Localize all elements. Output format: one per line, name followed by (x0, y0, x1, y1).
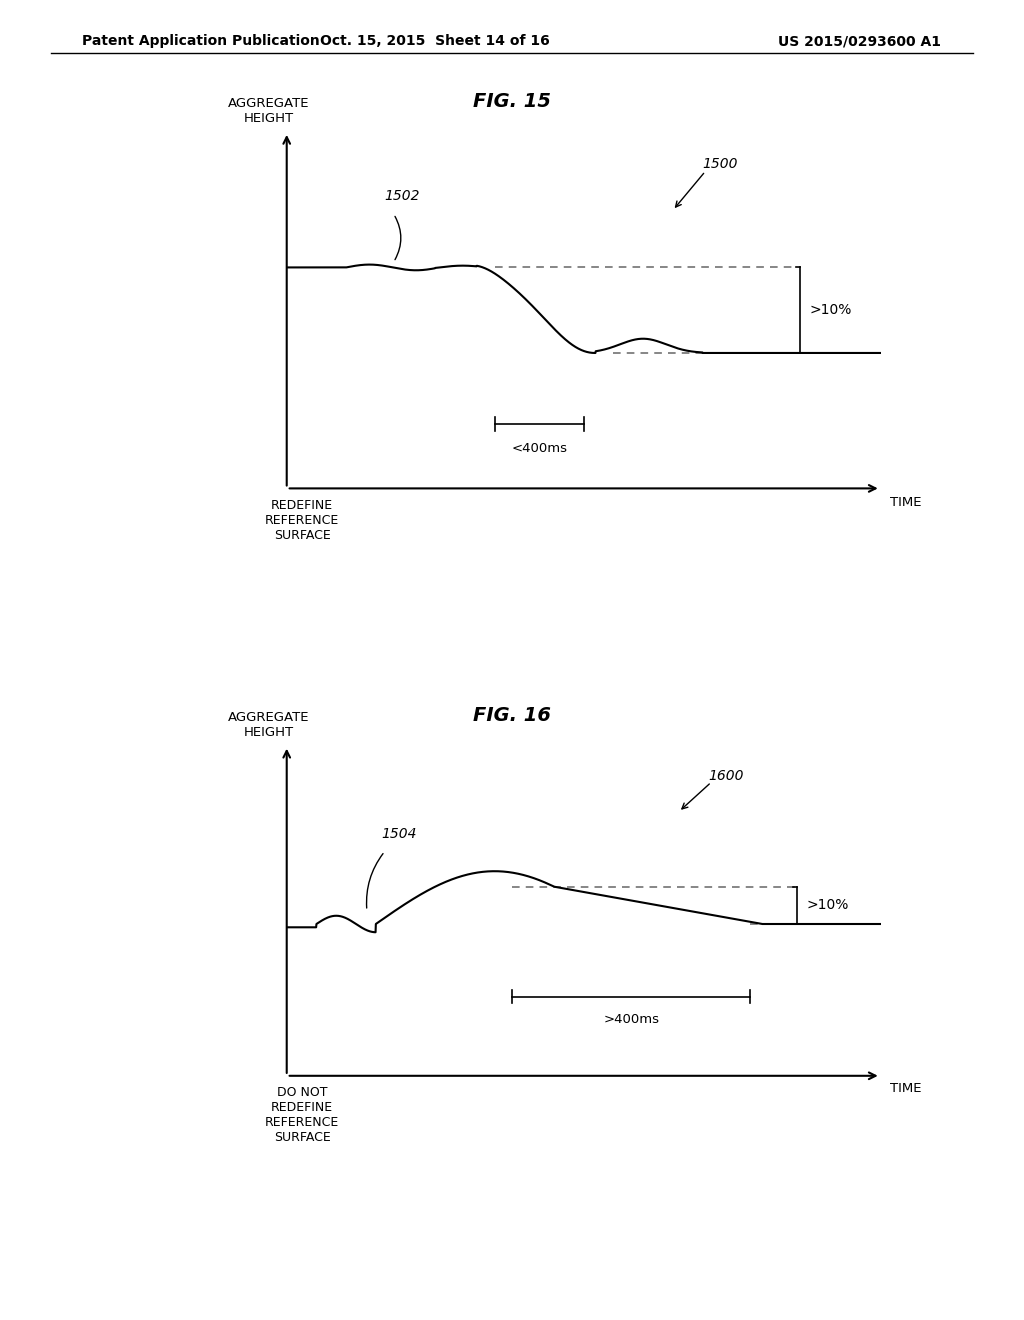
Text: >10%: >10% (809, 304, 852, 317)
Text: DO NOT
REDEFINE
REFERENCE
SURFACE: DO NOT REDEFINE REFERENCE SURFACE (265, 1086, 339, 1144)
Text: AGGREGATE
HEIGHT: AGGREGATE HEIGHT (228, 711, 309, 739)
Text: REDEFINE
REFERENCE
SURFACE: REDEFINE REFERENCE SURFACE (265, 499, 339, 543)
Text: <400ms: <400ms (511, 442, 567, 455)
Text: US 2015/0293600 A1: US 2015/0293600 A1 (778, 34, 941, 49)
Text: 1502: 1502 (385, 189, 420, 203)
Text: TIME: TIME (890, 496, 921, 510)
Text: FIG. 16: FIG. 16 (473, 706, 551, 725)
Text: FIG. 15: FIG. 15 (473, 92, 551, 111)
Text: Patent Application Publication: Patent Application Publication (82, 34, 319, 49)
Text: AGGREGATE
HEIGHT: AGGREGATE HEIGHT (228, 96, 309, 125)
Text: >400ms: >400ms (603, 1014, 659, 1026)
Text: Oct. 15, 2015  Sheet 14 of 16: Oct. 15, 2015 Sheet 14 of 16 (321, 34, 550, 49)
Text: 1504: 1504 (382, 828, 417, 842)
Text: TIME: TIME (890, 1082, 921, 1096)
Text: 1600: 1600 (709, 768, 743, 783)
Text: 1500: 1500 (702, 157, 738, 172)
Text: >10%: >10% (807, 899, 849, 912)
